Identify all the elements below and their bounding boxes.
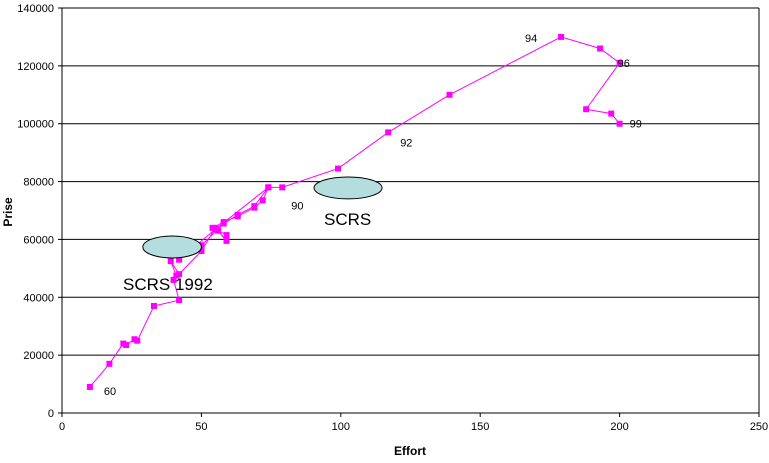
data-point [608, 110, 615, 117]
y-tick-label: 140000 [17, 3, 54, 15]
data-point [223, 237, 230, 244]
y-tick-label: 60000 [23, 234, 54, 246]
data-point [259, 197, 266, 204]
data-point [265, 184, 272, 191]
y-tick-label: 80000 [23, 177, 54, 189]
y-tick-label: 20000 [23, 350, 54, 362]
x-tick-label: 0 [59, 421, 65, 433]
data-point [212, 226, 219, 233]
year-label: 94 [525, 33, 537, 45]
y-axis-label: Prise [1, 197, 15, 227]
year-label: 99 [630, 119, 642, 131]
y-tick-label: 120000 [17, 61, 54, 73]
year-label: 90 [291, 200, 303, 212]
ellipse-marker [313, 176, 383, 200]
data-point [106, 360, 113, 367]
data-point [86, 383, 93, 390]
data-point [134, 337, 141, 344]
x-axis-label: Effort [394, 444, 426, 458]
data-point [385, 129, 392, 136]
data-point [251, 203, 258, 210]
data-point [198, 248, 205, 254]
data-point [176, 256, 183, 263]
data-point [335, 165, 342, 172]
data-point [123, 342, 130, 349]
data-point [167, 258, 174, 265]
y-tick-label: 100000 [17, 119, 54, 131]
ellipses: SCRS 1992 SCRS [123, 176, 383, 294]
data-point [583, 106, 590, 113]
series-line [86, 33, 623, 390]
annotations: 60 90 92 94 96 99 [104, 33, 642, 398]
x-tick-label: 200 [610, 421, 628, 433]
data-point [223, 232, 230, 239]
series-path [89, 36, 621, 388]
x-tick-label: 150 [471, 421, 489, 433]
data-point [616, 59, 623, 66]
y-tick-label: 0 [48, 408, 54, 420]
data-point [446, 91, 453, 98]
data-point [558, 33, 565, 40]
x-tick-label: 50 [195, 421, 207, 433]
data-point [616, 120, 623, 127]
x-tick-label: 250 [750, 421, 768, 433]
ellipse-label: SCRS 1992 [123, 275, 213, 294]
data-point [279, 184, 286, 191]
ellipse-marker [142, 235, 202, 259]
data-point [176, 297, 183, 304]
axes: 0 20000 40000 60000 80000 100000 120000 140000 0… [17, 3, 768, 433]
year-label: 92 [400, 137, 412, 149]
data-point [176, 271, 183, 278]
data-point [220, 220, 227, 227]
year-label: 60 [104, 386, 116, 398]
x-tick-label: 100 [332, 421, 350, 433]
data-point [151, 302, 158, 309]
data-point [170, 276, 177, 283]
data-point [597, 45, 604, 52]
ellipse-label: SCRS [324, 210, 371, 229]
y-tick-label: 40000 [23, 292, 54, 304]
year-label: 96 [618, 58, 630, 70]
data-point [234, 211, 241, 218]
